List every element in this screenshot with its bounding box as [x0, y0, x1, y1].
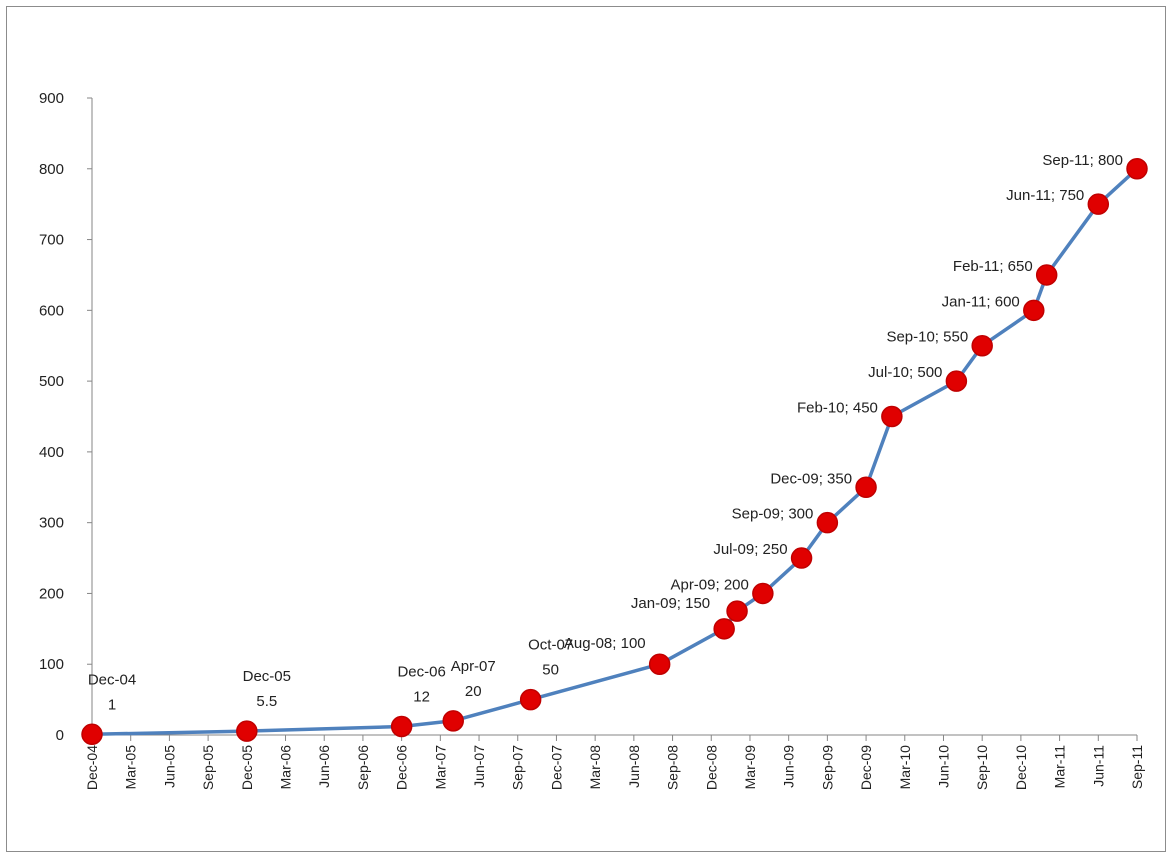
- data-point: [726, 600, 748, 622]
- data-label-date: Dec-06: [397, 664, 445, 681]
- x-tick-label: Mar-10: [897, 745, 913, 790]
- data-label: Sep-09; 300: [732, 506, 814, 523]
- data-label: Aug-08; 100: [564, 635, 646, 652]
- data-label: Sep-11; 800: [1042, 152, 1123, 169]
- data-point: [236, 720, 258, 742]
- x-tick-label: Jun-05: [161, 745, 177, 788]
- data-labels: Dec-04 1 Dec-05 5.5 Dec-06 12 Apr-07 20 Oct-07 50…: [88, 152, 1123, 714]
- y-tick-label: 0: [56, 727, 64, 744]
- x-tick-label: Dec-08: [703, 745, 719, 790]
- y-tick-label: 600: [39, 302, 64, 319]
- y-tick-label: 300: [39, 515, 64, 532]
- data-point: [855, 476, 877, 499]
- x-tick-label: Sep-07: [510, 745, 526, 790]
- data-label: Jan-09; 150: [631, 595, 710, 612]
- x-tick-label: Jun-06: [316, 745, 332, 788]
- x-tick-label: Jun-11: [1090, 745, 1106, 787]
- x-tick-label: Sep-05: [200, 745, 216, 790]
- data-label-date: Dec-05: [243, 668, 291, 685]
- x-tick-label: Jun-07: [471, 745, 487, 788]
- data-label-date: Apr-07: [451, 658, 496, 675]
- data-label-value: 20: [465, 683, 482, 700]
- axes: [91, 98, 1137, 736]
- x-tick-label: Mar-06: [278, 745, 294, 790]
- x-tick-label: Sep-09: [819, 745, 835, 790]
- y-tick-label: 800: [39, 161, 64, 178]
- x-tick-label: Sep-08: [665, 745, 681, 790]
- data-point: [1023, 299, 1045, 322]
- data-point: [881, 405, 903, 428]
- x-tick-label: Dec-05: [239, 745, 255, 790]
- data-label: Jul-09; 250: [713, 541, 787, 558]
- y-tick-label: 400: [39, 444, 64, 461]
- data-label: Sep-10; 550: [886, 329, 968, 346]
- x-tick-label: Sep-06: [355, 745, 371, 790]
- y-tick-label: 200: [39, 585, 64, 602]
- x-tick-label: Mar-07: [432, 745, 448, 790]
- x-tick-label: Mar-09: [742, 745, 758, 790]
- y-tick-label: 700: [39, 232, 64, 249]
- data-point: [390, 715, 413, 738]
- x-tick-label: Sep-10: [974, 745, 990, 790]
- x-tick-label: Dec-09: [858, 745, 874, 790]
- x-tick-label: Mar-05: [123, 745, 139, 790]
- x-tick-label: Dec-06: [394, 745, 410, 790]
- x-axis-ticks: Dec-04 Mar-05 Jun-05 Sep-05 Dec-05 Mar-06 Jun-…: [84, 735, 1145, 790]
- data-label: Jul-10; 500: [868, 364, 942, 381]
- data-point: [1087, 193, 1110, 215]
- data-label: Feb-10; 450: [797, 400, 878, 417]
- y-tick-label: 500: [39, 373, 64, 390]
- x-tick-label: Dec-07: [548, 745, 564, 790]
- x-tick-label: Dec-10: [1013, 745, 1029, 790]
- data-point: [648, 653, 671, 675]
- x-tick-label: Jun-10: [935, 745, 951, 788]
- data-point: [971, 334, 993, 357]
- data-label-value: 50: [542, 662, 559, 679]
- x-tick-label: Sep-11: [1129, 745, 1145, 789]
- data-label: Apr-09; 200: [670, 576, 748, 593]
- x-tick-label: Jun-09: [781, 745, 797, 788]
- data-label-value: 5.5: [256, 693, 277, 710]
- data-point: [752, 582, 774, 605]
- data-point: [816, 511, 839, 534]
- data-point: [1126, 158, 1148, 180]
- data-markers: [81, 158, 1148, 746]
- y-axis-ticks: 0 100 200 300 400 500 600 700 800 900: [39, 90, 92, 744]
- data-label: Jan-11; 600: [942, 293, 1020, 310]
- x-tick-label: Mar-11: [1052, 745, 1068, 789]
- chart-frame: [6, 6, 1166, 852]
- y-tick-label: 100: [39, 656, 64, 673]
- x-tick-label: Mar-08: [587, 745, 603, 790]
- data-point: [790, 547, 813, 569]
- data-label-date: Dec-04: [88, 671, 136, 688]
- x-tick-label: Jun-08: [626, 745, 642, 788]
- data-point: [713, 618, 735, 640]
- data-label-value: 12: [413, 689, 430, 706]
- data-label: Dec-09; 350: [770, 470, 852, 487]
- data-label-date: Oct-07: [528, 637, 573, 654]
- data-point: [1035, 264, 1058, 286]
- data-point: [945, 370, 968, 392]
- data-point: [442, 710, 464, 732]
- data-label: Feb-11; 650: [953, 258, 1033, 275]
- x-tick-label: Dec-04: [84, 745, 100, 790]
- data-point: [519, 688, 542, 711]
- data-label: Jun-11; 750: [1006, 187, 1084, 204]
- data-point: [81, 723, 103, 746]
- y-tick-label: 900: [39, 90, 64, 107]
- data-label-value: 1: [108, 696, 116, 713]
